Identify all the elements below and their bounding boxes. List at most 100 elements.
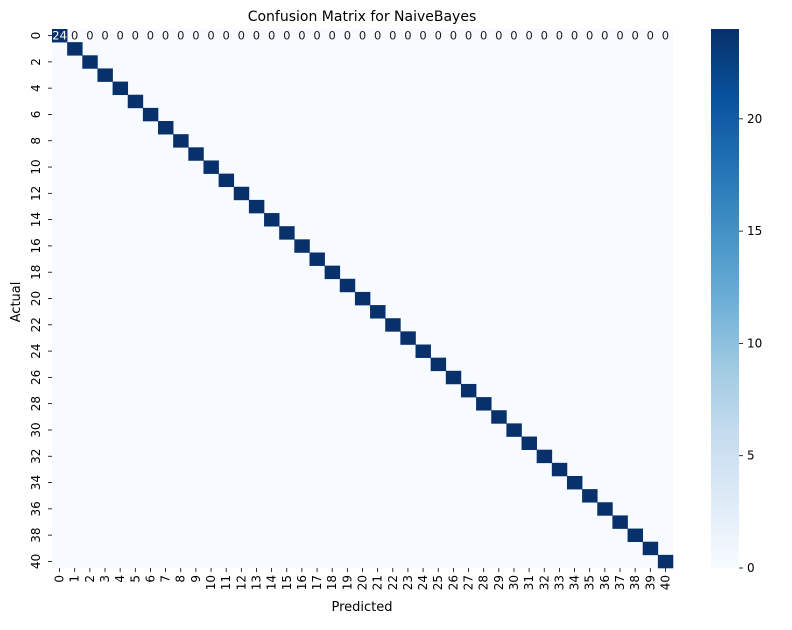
- x-tick-label: 23: [401, 575, 415, 590]
- x-tick-label: 32: [537, 575, 551, 590]
- y-tick-label: 40: [29, 554, 43, 569]
- heatmap-cell-diagonal: [309, 252, 325, 266]
- cell-annotation: 0: [238, 29, 245, 43]
- y-tick-label: 6: [29, 111, 43, 119]
- y-tick-label: 0: [29, 32, 43, 40]
- x-tick-label: 17: [310, 575, 324, 590]
- cell-annotation: 0: [510, 29, 517, 43]
- heatmap-cell-diagonal: [430, 357, 447, 372]
- y-axis-label: Actual: [9, 282, 24, 323]
- y-tick-label: 4: [29, 84, 43, 92]
- x-tick-label: 28: [477, 575, 491, 590]
- x-tick-label: 2: [83, 575, 97, 583]
- colorbar-tick-label: 5: [747, 449, 755, 463]
- heatmap-cells: [52, 29, 674, 569]
- y-tick-label: 28: [29, 396, 43, 411]
- heatmap-cell-diagonal: [279, 226, 295, 240]
- x-tick-label: 9: [189, 575, 203, 583]
- x-tick-label: 19: [340, 575, 354, 590]
- heatmap-cell-diagonal: [536, 449, 553, 464]
- cell-annotation: 0: [207, 29, 214, 43]
- cell-annotation: 0: [268, 29, 275, 43]
- heatmap-cell-diagonal: [657, 554, 674, 569]
- x-tick-label: 34: [568, 575, 582, 590]
- colorbar-tick-label: 10: [747, 336, 762, 350]
- heatmap-cell-diagonal: [294, 239, 310, 253]
- cell-annotation: 0: [101, 29, 108, 43]
- cell-annotation: 0: [177, 29, 184, 43]
- cell-annotation: 24: [52, 29, 67, 43]
- cell-annotation: 0: [147, 29, 154, 43]
- y-tick-label: 22: [29, 317, 43, 332]
- x-tick-label: 4: [113, 575, 127, 583]
- x-axis-ticks: 0 1 2 3 4 5 6 7 8 9 10 11 12 13 14 15 16 17 18 19 20 21 22 23 24…: [53, 568, 672, 590]
- x-tick-label: 1: [68, 575, 82, 583]
- x-tick-label: 12: [234, 575, 248, 590]
- heatmap-cell-diagonal: [158, 121, 174, 135]
- heatmap-cell-diagonal: [415, 344, 431, 358]
- cell-annotation: 0: [359, 29, 366, 43]
- x-tick-label: 22: [386, 575, 400, 590]
- cell-annotation: 0: [495, 29, 502, 43]
- cell-annotation: 0: [647, 29, 654, 43]
- x-tick-label: 27: [462, 575, 476, 590]
- heatmap-cell-diagonal: [597, 502, 613, 516]
- heatmap-cell-diagonal: [354, 291, 371, 306]
- colorbar-tick-label: 20: [747, 112, 762, 126]
- heatmap-cell-diagonal: [97, 68, 113, 82]
- heatmap-cell-diagonal: [627, 528, 644, 543]
- cell-annotation: 0: [253, 29, 260, 43]
- x-tick-label: 5: [128, 575, 142, 583]
- cell-annotation: 0: [465, 29, 472, 43]
- y-tick-label: 10: [29, 159, 43, 174]
- cell-annotation: 0: [571, 29, 578, 43]
- heatmap-cell-diagonal: [476, 397, 492, 411]
- cell-annotation: 0: [556, 29, 563, 43]
- colorbar-tick-label: 0: [747, 561, 755, 575]
- cell-annotation: 0: [283, 29, 290, 43]
- cell-annotation: 0: [132, 29, 139, 43]
- x-tick-label: 35: [583, 575, 597, 590]
- cell-annotation: 0: [298, 29, 305, 43]
- heatmap-cell-diagonal: [491, 410, 507, 424]
- colorbar-tick-label: 15: [747, 224, 762, 238]
- heatmap-cell-diagonal: [218, 173, 235, 188]
- x-tick-label: 33: [552, 575, 566, 590]
- heatmap-cell-diagonal: [400, 331, 416, 345]
- cell-annotation: 0: [419, 29, 426, 43]
- heatmap-cell-diagonal: [385, 318, 401, 332]
- x-tick-label: 30: [507, 575, 521, 590]
- heatmap-cell-diagonal: [52, 29, 68, 43]
- heatmap-cell-diagonal: [642, 541, 659, 556]
- x-tick-label: 20: [356, 575, 370, 590]
- x-tick-label: 11: [219, 575, 233, 590]
- heatmap-cell-diagonal: [445, 370, 462, 385]
- heatmap-cell-diagonal: [264, 213, 280, 227]
- colorbar-ticks: 0 5 10 15 20: [739, 112, 762, 575]
- y-tick-label: 20: [29, 291, 43, 306]
- y-tick-label: 36: [29, 501, 43, 516]
- cell-annotation: 0: [435, 29, 442, 43]
- heatmap-cell-diagonal: [582, 489, 598, 503]
- heatmap-cell-diagonal: [370, 305, 386, 319]
- x-tick-label: 36: [598, 575, 612, 590]
- heatmap-cell-diagonal: [233, 186, 250, 201]
- colorbar: [711, 29, 739, 568]
- y-tick-label: 12: [29, 186, 43, 201]
- cell-annotation: 0: [313, 29, 320, 43]
- heatmap-cell-diagonal: [127, 94, 144, 109]
- cell-annotation: 0: [344, 29, 351, 43]
- heatmap-cell-diagonal: [173, 134, 189, 148]
- x-tick-label: 24: [416, 575, 430, 590]
- x-tick-label: 31: [522, 575, 536, 590]
- heatmap-cell-diagonal: [112, 81, 129, 96]
- y-tick-label: 2: [29, 58, 43, 66]
- cell-annotation: 0: [116, 29, 123, 43]
- heatmap-cell-diagonal: [506, 423, 522, 437]
- x-tick-label: 25: [431, 575, 445, 590]
- cell-annotation: 0: [329, 29, 336, 43]
- heatmap-cell-diagonal: [460, 383, 477, 398]
- y-tick-label: 24: [29, 343, 43, 358]
- x-tick-label: 37: [613, 575, 627, 590]
